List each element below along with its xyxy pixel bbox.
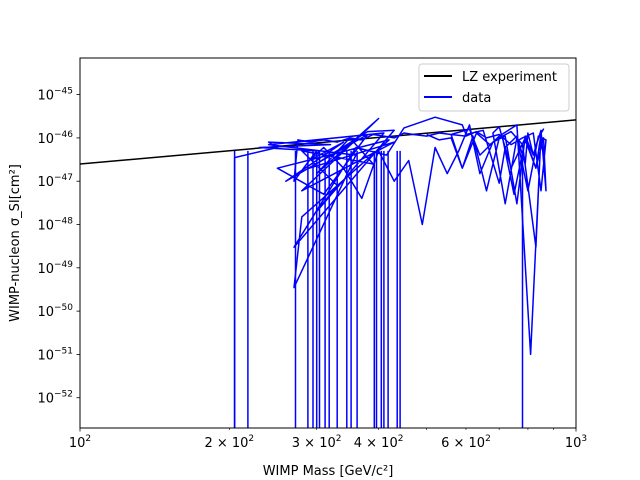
series-layer xyxy=(80,116,576,428)
axes-frame xyxy=(79,57,577,429)
legend: LZ experiment data xyxy=(418,63,570,112)
x-tick-label-1: 2 × 102 xyxy=(204,434,254,451)
legend-label-data: data xyxy=(462,91,491,106)
legend-label-lz: LZ experiment xyxy=(462,70,557,85)
x-tick-label-2: 3 × 102 xyxy=(292,434,342,451)
x-tick-label-3: 4 × 102 xyxy=(354,434,404,451)
plot-area xyxy=(79,57,577,429)
x-axis-label: WIMP Mass [GeV/c²] xyxy=(263,464,394,479)
y-axis-label: WIMP-nucleon σ_SI[cm²] xyxy=(8,164,23,322)
x-tick-label-4: 6 × 102 xyxy=(441,434,491,451)
legend-box xyxy=(418,63,570,112)
series-line-0 xyxy=(80,119,576,165)
